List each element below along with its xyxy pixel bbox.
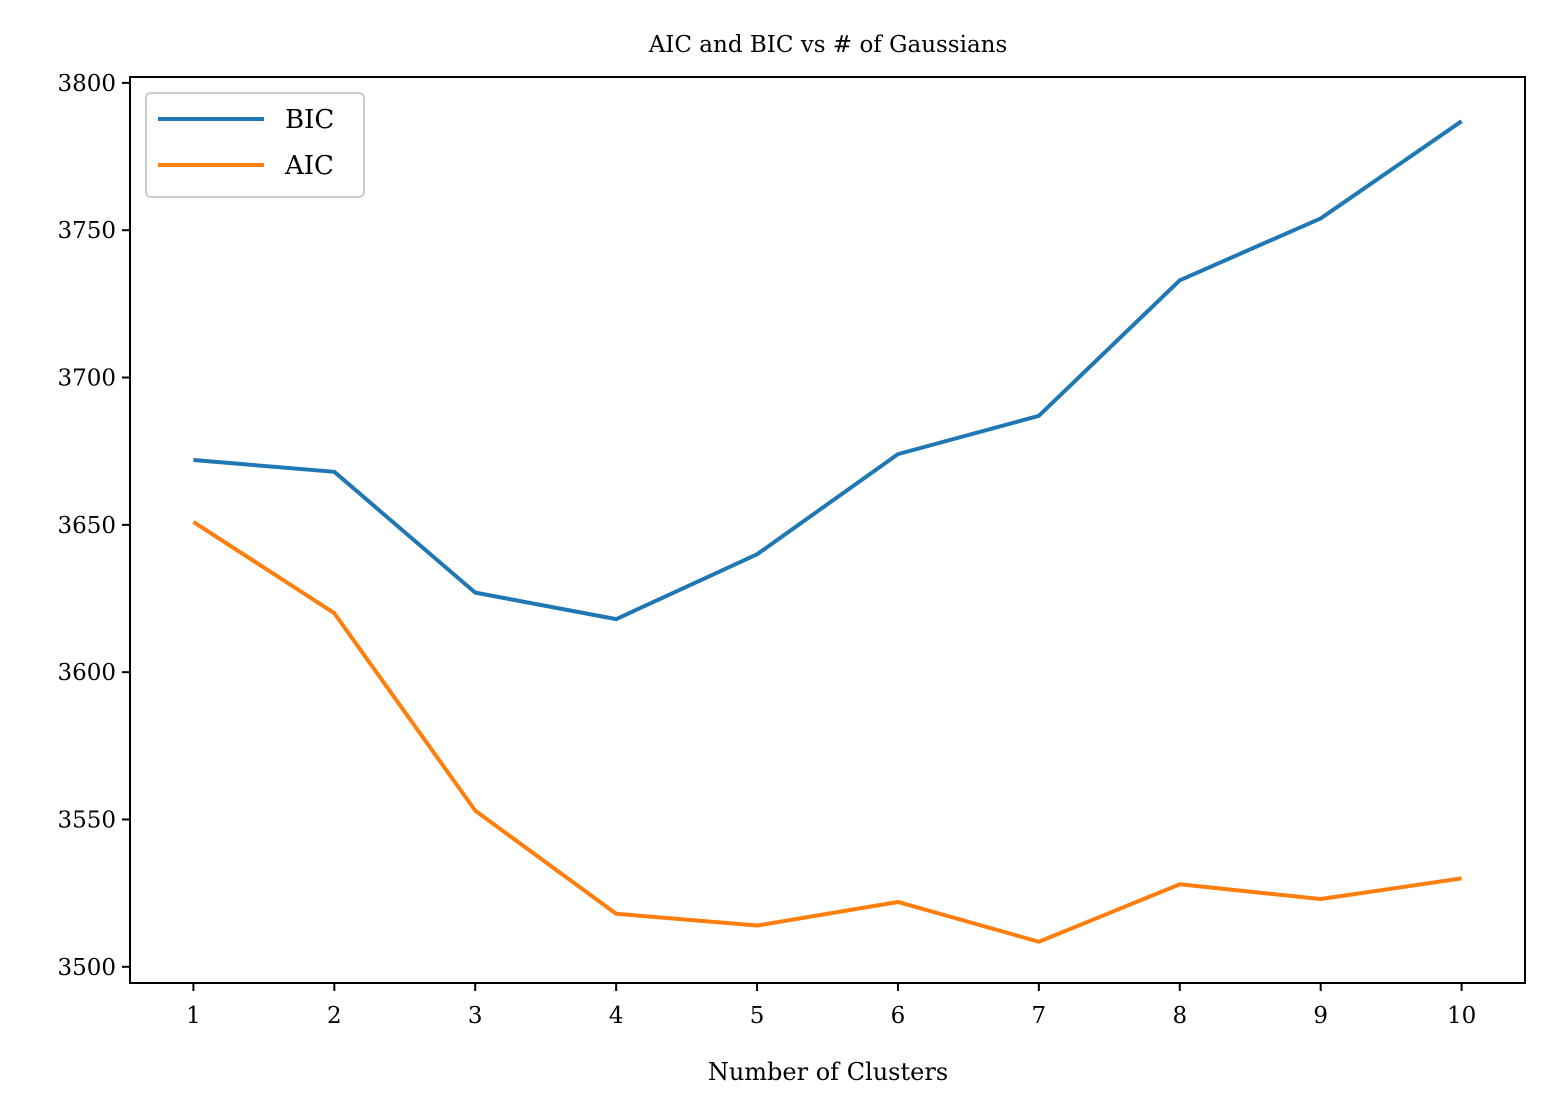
y-axis: 3500 3550 3600 3650 3700 3750 3800 bbox=[57, 71, 130, 981]
x-axis: 1 2 3 4 5 6 7 8 9 10 bbox=[186, 983, 1476, 1029]
y-tick-label: 3600 bbox=[57, 660, 116, 686]
legend-label-aic: AIC bbox=[284, 151, 334, 181]
y-tick-label: 3650 bbox=[57, 513, 116, 539]
plot-area bbox=[192, 119, 1463, 944]
y-tick-label: 3750 bbox=[57, 218, 116, 244]
x-axis-label: Number of Clusters bbox=[708, 1058, 948, 1086]
x-tick-label: 9 bbox=[1313, 1003, 1328, 1029]
x-tick-label: 3 bbox=[468, 1003, 483, 1029]
legend: BIC AIC bbox=[145, 92, 365, 198]
x-tick-label: 4 bbox=[609, 1003, 624, 1029]
x-tick-label: 10 bbox=[1447, 1003, 1476, 1029]
x-tick-label: 8 bbox=[1172, 1003, 1187, 1029]
x-tick-label: 1 bbox=[186, 1003, 201, 1029]
x-tick-label: 6 bbox=[891, 1003, 906, 1029]
x-tick-label: 5 bbox=[750, 1003, 765, 1029]
y-tick-label: 3700 bbox=[57, 366, 116, 392]
y-tick-label: 3500 bbox=[57, 955, 116, 981]
y-tick-label: 3550 bbox=[57, 807, 116, 833]
legend-label-bic: BIC bbox=[285, 105, 334, 135]
x-tick-label: 2 bbox=[327, 1003, 342, 1029]
axes-frame bbox=[129, 76, 1526, 984]
y-tick-label: 3800 bbox=[57, 71, 116, 97]
series-line-bic bbox=[193, 119, 1463, 622]
chart-title: AIC and BIC vs # of Gaussians bbox=[648, 32, 1008, 58]
x-tick-label: 7 bbox=[1032, 1003, 1047, 1029]
series-line-aic bbox=[192, 520, 1462, 944]
